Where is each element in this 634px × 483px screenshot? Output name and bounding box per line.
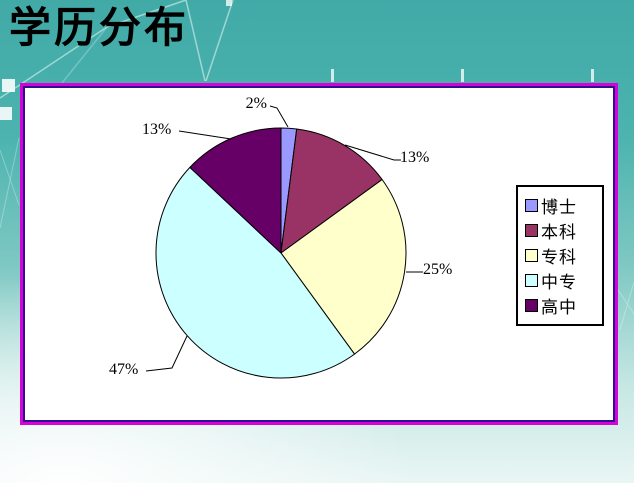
legend-swatch-2 xyxy=(525,249,538,262)
deco-line xyxy=(619,281,634,331)
pie-chart xyxy=(145,105,423,379)
deco-tick xyxy=(591,69,594,82)
slide-title: 学历分布 xyxy=(9,6,190,52)
leader-line-3 xyxy=(145,335,188,372)
pie-slice-2 xyxy=(280,179,407,355)
legend-swatch-3 xyxy=(525,274,538,287)
pie-slice-4 xyxy=(189,127,282,254)
chart-area: 2% 13% 25% 47% 13% 博士 本科 专科 中专 高中 xyxy=(20,83,618,425)
legend-label: 博士 xyxy=(541,198,577,217)
deco-node-square xyxy=(226,0,232,6)
pie-label-benke: 13% xyxy=(400,149,430,166)
pie-slice-1 xyxy=(280,128,383,254)
deco-line xyxy=(0,137,20,229)
legend-label: 中专 xyxy=(541,273,577,292)
pie-label-gaozhong: 13% xyxy=(142,121,172,138)
leader-line-0 xyxy=(269,105,289,128)
deco-line xyxy=(61,26,108,84)
deco-line xyxy=(185,0,206,82)
deco-line xyxy=(0,149,20,206)
legend-swatch-1 xyxy=(525,224,538,237)
pie-slice-3 xyxy=(155,166,355,379)
deco-line xyxy=(617,289,634,315)
deco-node-square xyxy=(0,107,12,120)
pie-slices xyxy=(155,127,407,379)
legend-label: 专科 xyxy=(541,248,577,267)
legend-swatch-4 xyxy=(525,299,538,312)
pie-label-boshi: 2% xyxy=(245,95,267,112)
legend-item: 中专 xyxy=(525,268,598,293)
pie-label-zhuanke: 25% xyxy=(423,261,453,278)
leader-line-4 xyxy=(178,130,232,140)
legend-item: 博士 xyxy=(525,193,598,218)
deco-line xyxy=(0,0,187,99)
legend-item: 高中 xyxy=(525,293,598,318)
leader-line-1 xyxy=(344,144,401,161)
deco-node-square xyxy=(2,79,15,92)
legend-swatch-0 xyxy=(525,199,538,212)
legend: 博士 本科 专科 中专 高中 xyxy=(516,185,604,326)
legend-label: 本科 xyxy=(541,223,577,242)
deco-line xyxy=(205,0,234,82)
deco-tick xyxy=(461,69,464,82)
deco-tick xyxy=(331,69,334,82)
legend-item: 专科 xyxy=(525,243,598,268)
legend-item: 本科 xyxy=(525,218,598,243)
pie-label-zhongzhuan: 47% xyxy=(109,361,139,378)
legend-label: 高中 xyxy=(541,298,577,317)
